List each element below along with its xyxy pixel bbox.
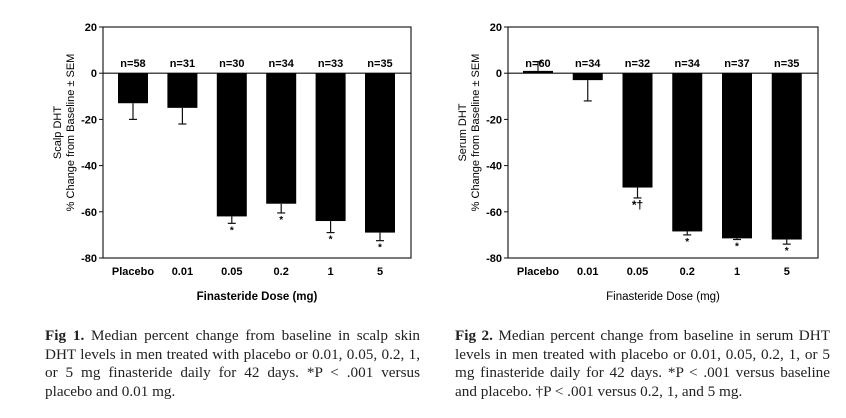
bar-0.05 xyxy=(216,73,247,217)
figure-2-text: Median percent change from baseline in s… xyxy=(455,327,831,400)
bar-Placebo xyxy=(523,70,553,74)
x-axis-label: Finasteride Dose (mg) xyxy=(606,291,720,303)
figure-2-caption: Fig 2. Median percent change from baseli… xyxy=(455,327,830,401)
n-label: n=35 xyxy=(367,58,392,70)
n-label: n=31 xyxy=(170,58,195,70)
significance-marker: * xyxy=(685,237,689,248)
figure-1-text: Median percent change from baseline in s… xyxy=(45,327,421,400)
bar-0.01 xyxy=(572,73,603,81)
x-tick-label: 1 xyxy=(734,266,740,278)
x-tick-label: 0.2 xyxy=(680,266,695,278)
bar-1 xyxy=(315,73,346,222)
significance-marker: *† xyxy=(632,198,643,212)
y-tick-label: 0 xyxy=(91,68,97,80)
y-tick-label: 20 xyxy=(490,22,502,34)
y-tick-label: 20 xyxy=(85,22,97,34)
n-label: n=34 xyxy=(269,58,295,70)
y-axis-label-line1: Scalp DHT xyxy=(52,106,64,159)
significance-marker: * xyxy=(279,215,283,226)
n-label: n=37 xyxy=(724,58,749,70)
y-tick-label: -80 xyxy=(81,253,97,265)
y-axis-label-line2: % Change from Baseline ± SEM xyxy=(470,54,482,212)
significance-marker: * xyxy=(378,243,382,254)
bar-1 xyxy=(722,73,752,239)
y-axis-label-line1: Serum DHT xyxy=(457,103,469,161)
bar-5 xyxy=(365,73,395,233)
x-tick-label: 1 xyxy=(328,266,334,278)
x-tick-label: Placebo xyxy=(517,266,559,278)
x-tick-label: 0.05 xyxy=(221,266,242,278)
significance-marker: * xyxy=(785,246,789,257)
y-tick-label: -40 xyxy=(486,161,502,173)
x-tick-label: 5 xyxy=(377,266,383,278)
significance-marker: * xyxy=(735,242,739,253)
plot-frame xyxy=(507,26,819,259)
y-tick-label: -20 xyxy=(486,114,502,126)
y-tick-label: -60 xyxy=(486,207,502,219)
x-tick-label: 0.01 xyxy=(577,266,598,278)
x-tick-label: Placebo xyxy=(112,266,154,278)
n-label: n=33 xyxy=(318,58,343,70)
figure-1-label: Fig 1. xyxy=(45,327,85,344)
x-tick-label: 0.01 xyxy=(172,266,193,278)
n-label: n=35 xyxy=(774,58,799,70)
n-label: n=60 xyxy=(525,58,550,70)
y-tick-label: -40 xyxy=(81,161,97,173)
bar-0.01 xyxy=(167,73,198,108)
n-label: n=34 xyxy=(675,58,701,70)
x-tick-label: 0.2 xyxy=(274,266,289,278)
significance-marker: * xyxy=(329,235,333,246)
n-label: n=34 xyxy=(575,58,601,70)
y-axis-label-line2: % Change from Baseline ± SEM xyxy=(65,54,77,212)
figure-1-caption: Fig 1. Median percent change from baseli… xyxy=(45,327,420,401)
bar-0.2 xyxy=(266,73,297,204)
y-tick-label: -20 xyxy=(81,114,97,126)
x-tick-label: 5 xyxy=(784,266,790,278)
y-tick-label: 0 xyxy=(496,68,502,80)
y-tick-label: -60 xyxy=(81,207,97,219)
x-axis-label: Finasteride Dose (mg) xyxy=(197,291,318,303)
figure-2-label: Fig 2. xyxy=(455,327,493,344)
bar-5 xyxy=(771,73,802,240)
plot-frame xyxy=(102,26,412,259)
n-label: n=58 xyxy=(120,58,145,70)
n-label: n=30 xyxy=(219,58,244,70)
bar-Placebo xyxy=(118,73,148,104)
bar-0.2 xyxy=(672,73,703,232)
n-label: n=32 xyxy=(625,58,650,70)
x-tick-label: 0.05 xyxy=(627,266,648,278)
significance-marker: * xyxy=(230,225,234,236)
bar-0.05 xyxy=(622,73,653,188)
y-tick-label: -80 xyxy=(486,253,502,265)
